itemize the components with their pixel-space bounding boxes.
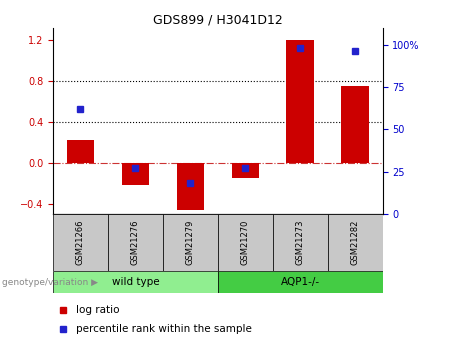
- Bar: [177, 163, 204, 210]
- Bar: [231, 163, 259, 178]
- Bar: [108, 214, 163, 271]
- Bar: [53, 271, 218, 293]
- Text: GSM21270: GSM21270: [241, 220, 250, 265]
- Text: GSM21276: GSM21276: [131, 220, 140, 265]
- Bar: [122, 163, 149, 185]
- Bar: [218, 214, 273, 271]
- Bar: [218, 271, 383, 293]
- Text: percentile rank within the sample: percentile rank within the sample: [76, 324, 252, 334]
- Text: GSM21282: GSM21282: [351, 220, 360, 265]
- Text: log ratio: log ratio: [76, 305, 119, 315]
- Text: GSM21273: GSM21273: [296, 220, 305, 265]
- Bar: [286, 40, 314, 163]
- Text: wild type: wild type: [112, 277, 159, 287]
- Text: GSM21266: GSM21266: [76, 220, 85, 265]
- Bar: [273, 214, 328, 271]
- Bar: [53, 214, 108, 271]
- Bar: [328, 214, 383, 271]
- Text: AQP1-/-: AQP1-/-: [281, 277, 320, 287]
- Bar: [342, 86, 369, 163]
- Bar: [67, 140, 94, 163]
- Text: GSM21279: GSM21279: [186, 220, 195, 265]
- Text: genotype/variation ▶: genotype/variation ▶: [2, 277, 98, 287]
- Bar: [163, 214, 218, 271]
- Title: GDS899 / H3041D12: GDS899 / H3041D12: [153, 13, 283, 27]
